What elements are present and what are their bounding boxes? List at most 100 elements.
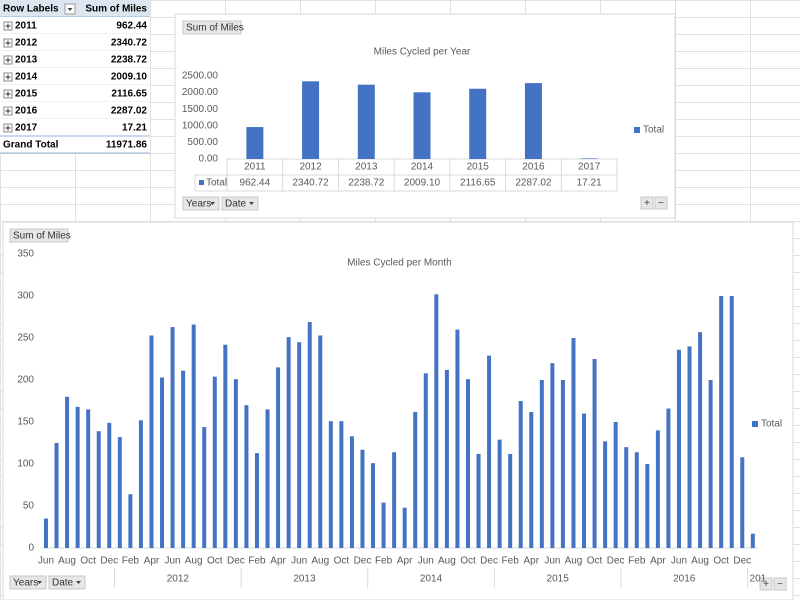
bar	[603, 441, 608, 548]
x-tick-label: Aug	[311, 556, 329, 567]
field-button[interactable]	[221, 196, 259, 211]
bar	[508, 453, 513, 548]
pivot-row-label: 2016	[15, 106, 38, 117]
zoom-button[interactable]	[640, 196, 654, 210]
x-tick-label: Aug	[438, 556, 456, 567]
group-label: 201	[750, 574, 767, 585]
field-button-label: Date	[225, 199, 247, 210]
x-tick-label: Oct	[460, 556, 476, 567]
x-tick-label: Apr	[523, 556, 539, 567]
bar	[497, 439, 502, 548]
bar	[719, 296, 724, 548]
pivot-row-bg	[0, 102, 150, 119]
pivot-row-value: 2009.10	[111, 72, 148, 83]
bar	[297, 342, 302, 548]
x-tick-label: Aug	[185, 556, 203, 567]
bar	[708, 380, 713, 548]
y-tick-label: 200	[17, 375, 34, 386]
bar	[117, 437, 122, 548]
bar	[96, 431, 101, 548]
pivot-row-bg	[0, 34, 150, 51]
bar	[550, 363, 555, 548]
zoom-button-icon: +	[763, 579, 769, 590]
field-button-label: Date	[52, 578, 74, 589]
bar	[181, 370, 186, 548]
zoom-button[interactable]	[773, 577, 787, 591]
pivot-header: Row Labels	[3, 4, 59, 15]
field-button-label: Years	[186, 199, 211, 210]
pivot-row-value: 962.44	[116, 21, 147, 32]
pivot-row-value: 2238.72	[111, 55, 148, 66]
bar	[613, 422, 618, 548]
field-button[interactable]	[182, 20, 242, 35]
bar	[233, 379, 238, 548]
x-tick-label: Feb	[375, 556, 393, 567]
expand-plus	[5, 23, 11, 29]
pivot-row-label: 2013	[15, 55, 38, 66]
field-button[interactable]	[182, 196, 220, 211]
bar	[339, 421, 344, 548]
field-button[interactable]	[9, 228, 69, 243]
bar	[357, 84, 375, 159]
x-tick-label: 2015	[467, 162, 490, 173]
y-tick-label: 2000.00	[182, 87, 219, 98]
x-tick-label: Aug	[565, 556, 583, 567]
y-tick-label: 50	[23, 501, 35, 512]
bar	[212, 376, 217, 548]
bar	[65, 396, 70, 548]
zoom-button[interactable]	[759, 577, 773, 591]
pivot-row-label: 2014	[15, 72, 38, 83]
bar	[371, 463, 376, 548]
bar	[539, 380, 544, 548]
bar	[128, 494, 133, 548]
bar	[729, 296, 734, 548]
bar	[580, 158, 598, 159]
bar	[560, 380, 565, 548]
x-tick-label: Apr	[144, 556, 160, 567]
pivot-row-label: 2017	[15, 123, 38, 134]
bar	[469, 88, 487, 159]
zoom-button[interactable]	[654, 196, 668, 210]
x-tick-label: Jun	[671, 556, 687, 567]
bar	[645, 464, 650, 548]
pivot-row-bg	[0, 68, 150, 85]
pivot-header: Sum of Miles	[85, 4, 147, 15]
x-tick-label: Oct	[587, 556, 603, 567]
expand-plus	[5, 57, 11, 63]
bar	[592, 359, 597, 548]
bar	[54, 443, 59, 548]
zoom-button-icon: −	[658, 198, 664, 209]
bar	[246, 127, 264, 159]
bar	[286, 337, 291, 548]
y-tick-label: 0.00	[199, 154, 219, 165]
bar	[624, 447, 629, 548]
bar	[571, 338, 576, 548]
field-button[interactable]	[9, 575, 47, 590]
x-tick-label: Apr	[270, 556, 286, 567]
field-button-arrow	[210, 202, 215, 205]
data-table-value: 2116.65	[460, 178, 496, 189]
bar	[582, 413, 587, 548]
bar	[328, 421, 333, 548]
zoom-button-icon: +	[644, 198, 650, 209]
pivot-row-value: 2116.65	[111, 89, 147, 100]
pivot-row-bg	[0, 119, 150, 136]
bar	[529, 411, 534, 548]
legend-label: Total	[643, 125, 664, 136]
data-table-series: Total	[206, 178, 227, 189]
bar	[524, 83, 542, 159]
bar	[381, 502, 386, 548]
bar	[202, 427, 207, 548]
field-button[interactable]	[48, 575, 86, 590]
bar	[223, 344, 228, 548]
bar	[750, 533, 755, 548]
field-button-arrow	[249, 202, 254, 205]
x-tick-label: Oct	[713, 556, 729, 567]
bar	[244, 405, 249, 548]
chart: Sum of Miles Years Date + − Miles Cycled per …	[174, 13, 676, 219]
pivot-row-value: 2287.02	[111, 106, 148, 117]
x-tick-label: Oct	[80, 556, 96, 567]
data-table-value: 2238.72	[348, 178, 385, 189]
data-table-value: 962.44	[240, 178, 271, 189]
data-table-value: 2340.72	[292, 178, 329, 189]
